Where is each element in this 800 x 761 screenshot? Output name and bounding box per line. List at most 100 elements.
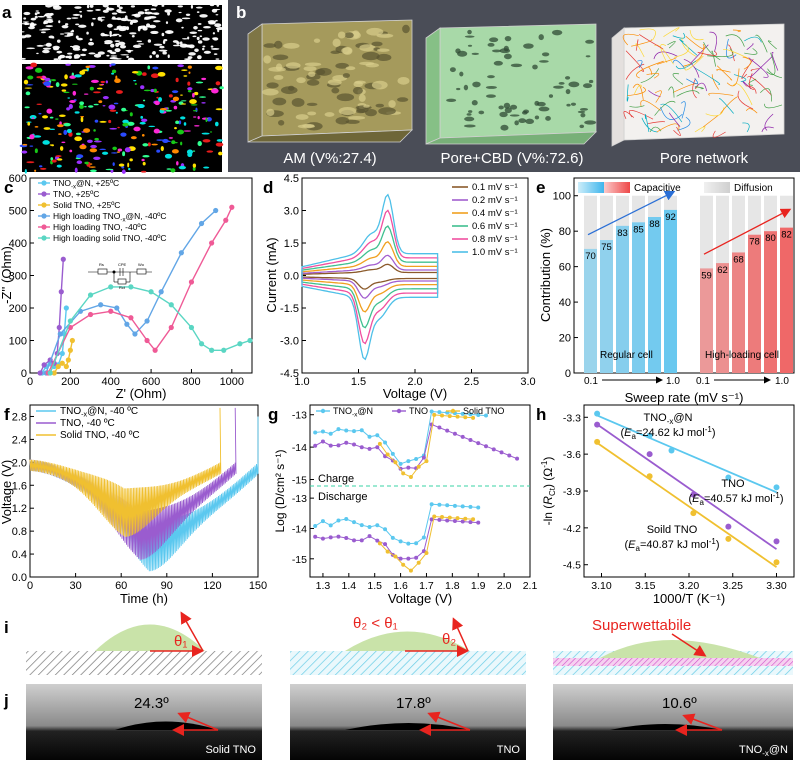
photo-label-1: Solid TNO (205, 744, 256, 756)
network-strand (737, 90, 754, 110)
voltage-profile-2 (29, 407, 222, 537)
xlabel-f: Time (h) (120, 591, 168, 606)
segment-blob (94, 119, 99, 123)
legend-label: 0.4 mV s⁻¹ (472, 208, 518, 219)
series-h (594, 410, 780, 568)
segment-blob (102, 105, 106, 107)
group-label-highloading: High-loading cell (705, 350, 779, 361)
segment-blob (76, 154, 84, 159)
network-strand (703, 41, 721, 61)
segment-blob (203, 166, 210, 169)
network-strand (697, 50, 718, 56)
network-strand (711, 74, 719, 90)
binary-blob (153, 20, 161, 23)
network-strand (748, 57, 769, 78)
diffusion-point (390, 451, 395, 456)
diffusion-line (315, 518, 479, 560)
am-blob (345, 66, 356, 71)
am-blob (348, 115, 366, 120)
network-strand (668, 86, 675, 98)
panel-a: a (2, 3, 225, 174)
diffusion-point (359, 445, 364, 450)
segment-blob (29, 134, 35, 140)
pore-blob (500, 124, 509, 131)
label-discharge: Discharge (318, 491, 368, 503)
segment-blob (61, 89, 67, 92)
pore-blob (566, 103, 571, 107)
diffusion-point (421, 535, 426, 540)
diffusion-point (336, 534, 341, 539)
trend-arrow (587, 191, 676, 236)
diffusion-point (367, 525, 372, 530)
y-tick-label: 2.4 (12, 434, 27, 446)
segment-blob (99, 148, 107, 151)
pore-network-volume (611, 23, 785, 147)
diffusion-line (314, 503, 479, 545)
pore-blob (534, 115, 540, 120)
y-tick-label: -15 (292, 554, 307, 566)
segment-blob (195, 107, 198, 113)
segment-blob (74, 136, 83, 142)
diffusion-point (367, 534, 372, 539)
data-point (132, 331, 138, 337)
binary-blob (97, 51, 105, 55)
data-point (198, 341, 205, 347)
diffusion-point (336, 427, 341, 432)
am-blob (378, 107, 396, 115)
legend-marker (41, 235, 47, 241)
binary-blob (107, 23, 113, 28)
segment-blob (205, 117, 208, 123)
segment-blob (72, 90, 77, 96)
binary-blob (24, 22, 28, 26)
x-tick-label: 3.30 (766, 580, 787, 592)
y-tick-label: 400 (9, 238, 27, 250)
segment-blob (63, 122, 71, 127)
arrhenius-point (646, 432, 653, 439)
network-strand (644, 114, 650, 133)
binary-blob (215, 19, 218, 22)
arrhenius-point (773, 559, 780, 566)
diffusion-point (367, 434, 372, 439)
binary-blob (42, 47, 52, 50)
panel-h: h 3.10 3.15 3.20 3.25 3.30 -3.3 -3.6 -3.9 -4.2 -4… (536, 404, 795, 606)
pore-blob (539, 60, 549, 63)
segment-blob (27, 75, 34, 80)
fit-line-2 (596, 442, 778, 568)
segment-blob (165, 109, 172, 112)
binary-blob (137, 27, 141, 32)
y-tick-label: 4.5 (284, 173, 299, 185)
network-strand (629, 105, 645, 108)
ylabel-d: Current (mA) (264, 237, 279, 312)
am-blob (281, 86, 298, 95)
segment-blob (108, 104, 116, 110)
diffusion-point (375, 445, 380, 450)
network-strand (631, 39, 653, 47)
diffusion-point (313, 443, 318, 448)
legend-marker (320, 408, 326, 414)
segment-blob (117, 148, 123, 152)
diffusion-point (445, 428, 450, 433)
fit-line-0 (596, 414, 777, 494)
diffusion-point (385, 452, 390, 457)
network-strand (625, 63, 645, 80)
binary-blob (151, 52, 156, 54)
data-point (158, 289, 164, 295)
binary-blob (203, 25, 211, 29)
legend-label: 0.1 mV s⁻¹ (472, 182, 518, 193)
segment-blob (156, 149, 161, 153)
substrate-solid (26, 651, 262, 675)
legend-diffusion-label: Diffusion (734, 183, 773, 194)
segment-blob (80, 117, 84, 123)
diffusion-point (452, 503, 457, 508)
segment-blob (114, 78, 121, 84)
binary-blob (56, 39, 61, 43)
bar-value-label: 70 (585, 251, 596, 262)
segment-blob (156, 96, 159, 99)
binary-blob (209, 4, 215, 7)
network-strand (746, 108, 758, 114)
series-line-3 (45, 209, 217, 374)
legend-label: 0.6 mV s⁻¹ (472, 221, 518, 232)
am-blob (352, 86, 363, 95)
segment-blob (187, 87, 193, 91)
segment-blob (44, 77, 51, 82)
